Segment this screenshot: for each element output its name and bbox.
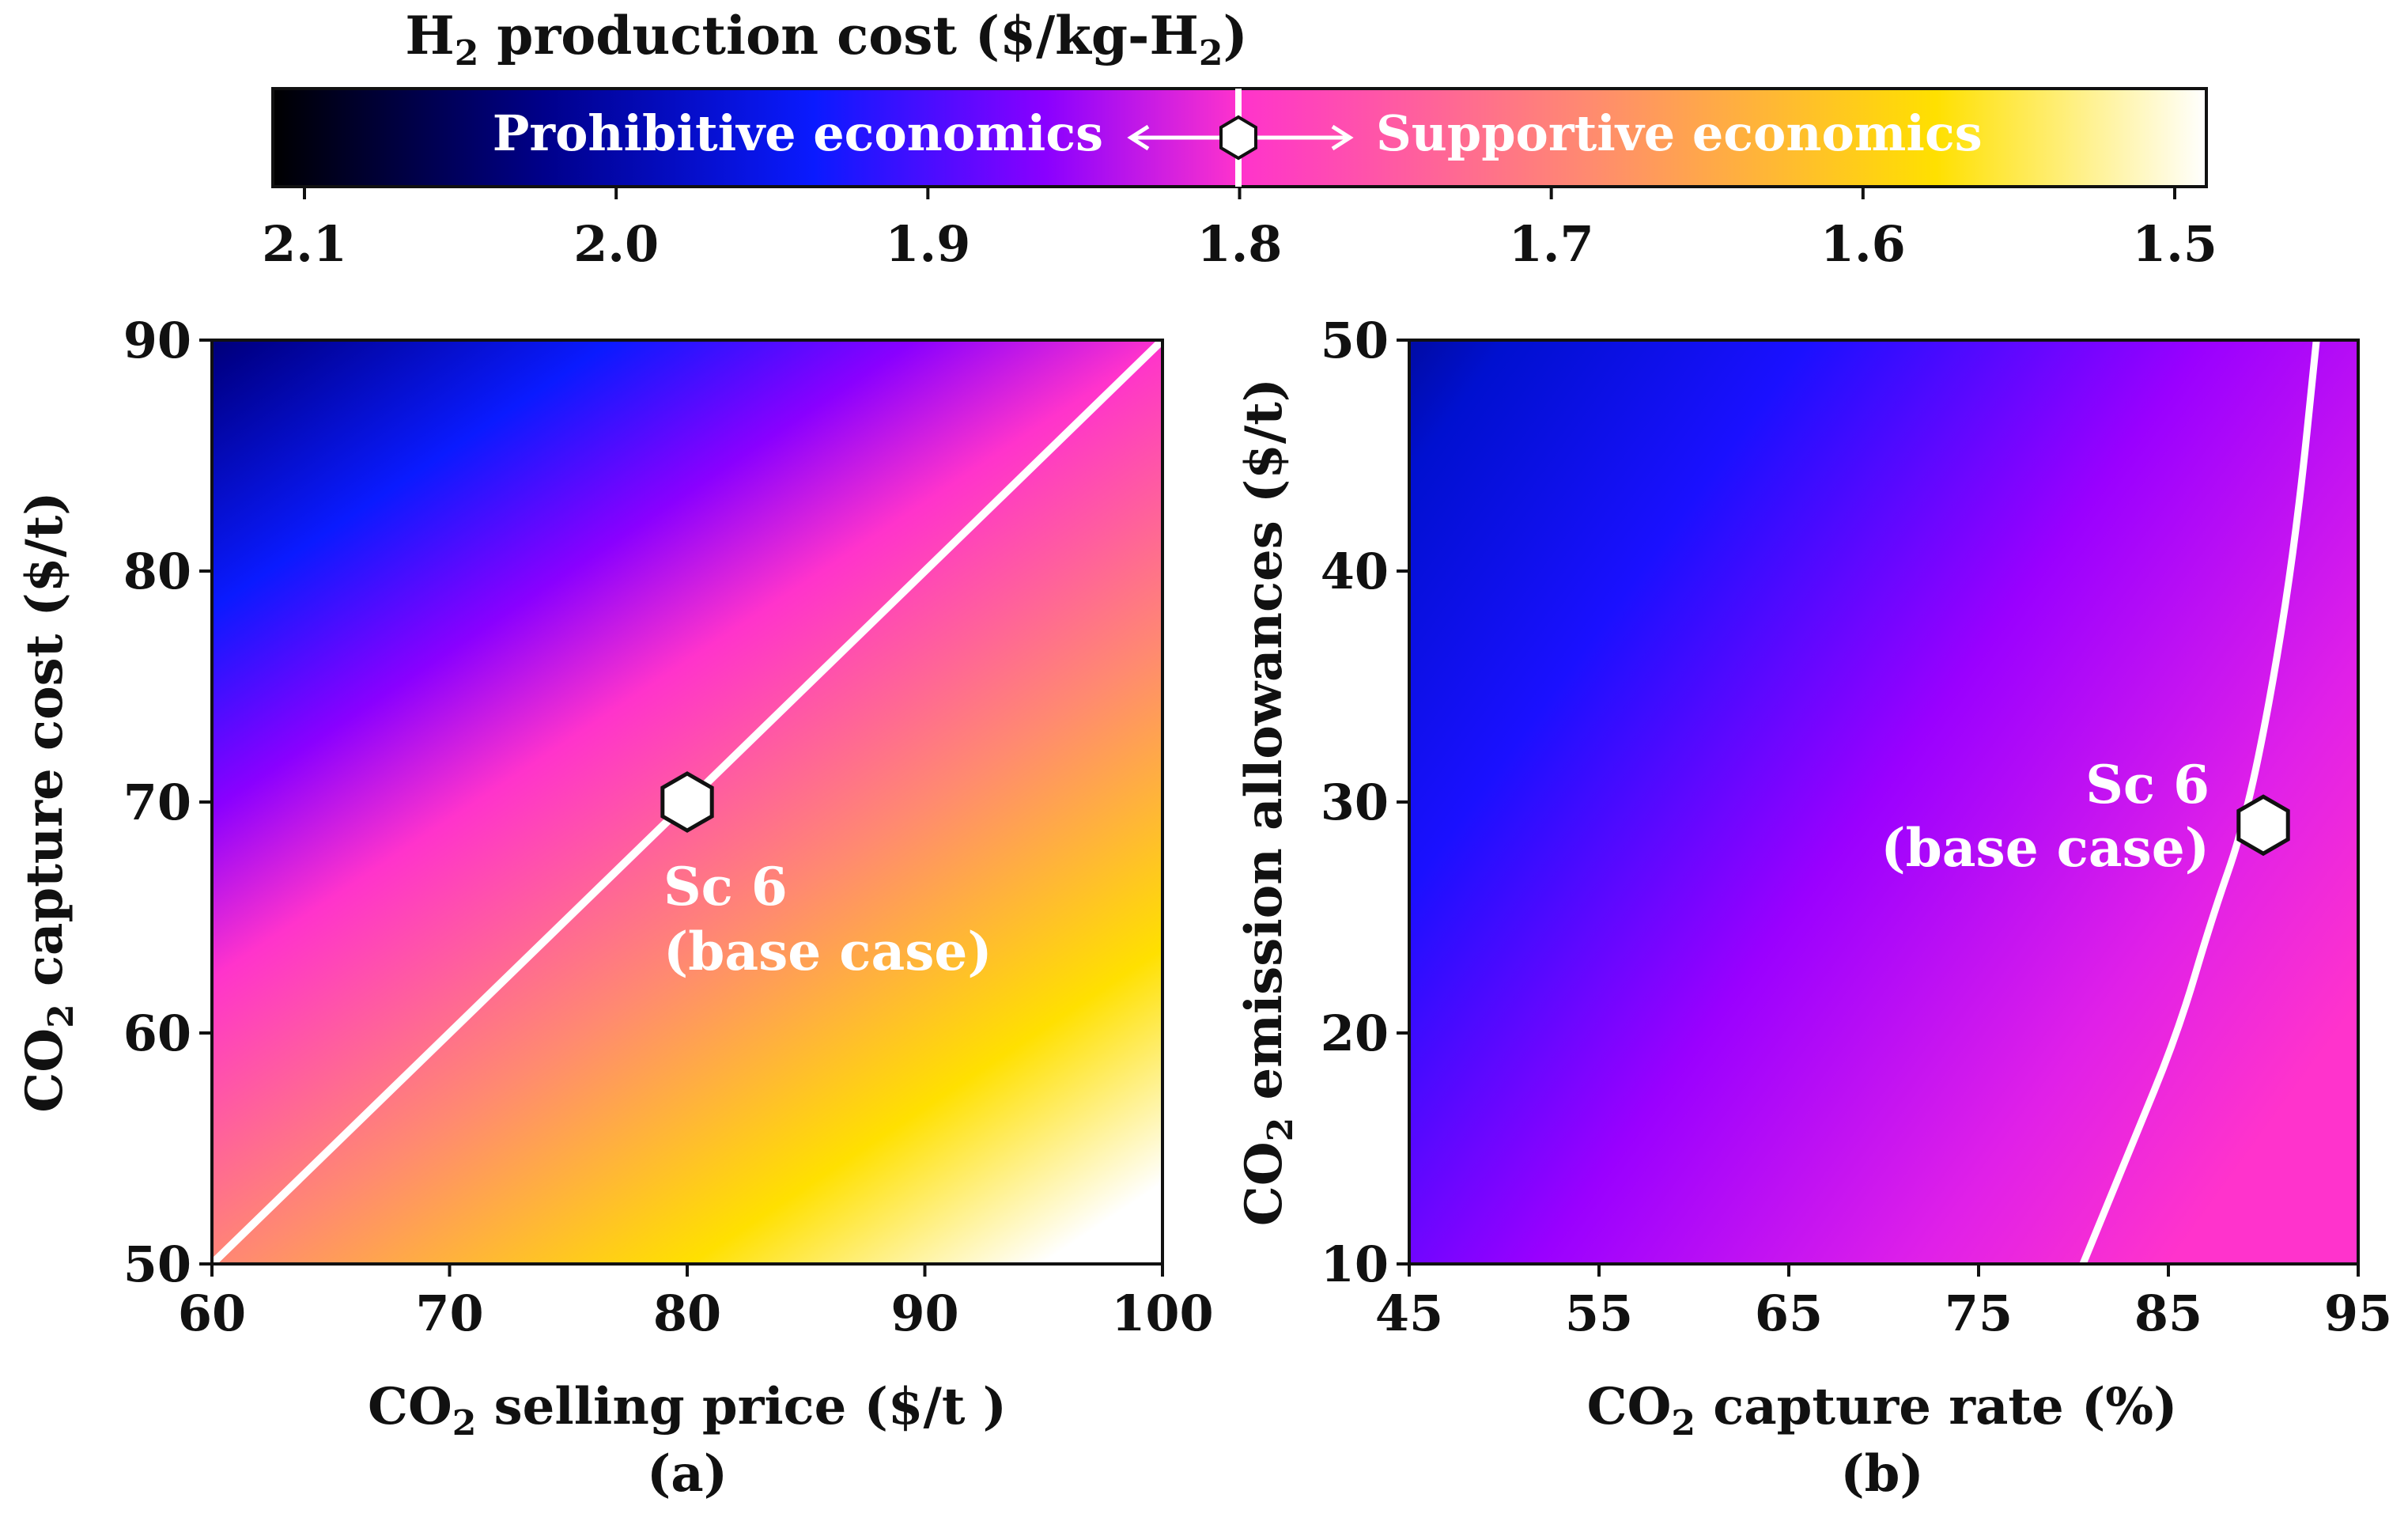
x-tick-label: 75: [1945, 1285, 2013, 1342]
panel-b-marker-sublabel: (base case): [1881, 817, 2210, 879]
y-tick-label: 20: [1321, 1005, 1389, 1062]
colorbar-tick-label: 1.5: [2132, 215, 2217, 273]
panel-b-ylabel: CO2 emission allowances ($/t): [1234, 378, 1301, 1226]
colorbar-tick-label: 1.9: [885, 215, 970, 273]
prohibitive-label: Prohibitive economics: [493, 104, 1103, 162]
colorbar-tick-label: 2.0: [573, 215, 659, 273]
y-tick-label: 50: [123, 1235, 191, 1293]
y-tick-label: 30: [1321, 774, 1389, 831]
panel-a-marker: [660, 771, 714, 833]
panel-b-breakeven-curve: [2079, 339, 2320, 1266]
panel-a-ylabel: CO2 capture cost ($/t): [15, 491, 81, 1112]
x-tick-label: 70: [415, 1285, 483, 1342]
x-tick-label: 65: [1755, 1285, 1823, 1342]
x-tick-label: 95: [2324, 1285, 2392, 1342]
colorbar-arrows: [1127, 124, 1354, 151]
y-tick-label: 50: [1321, 312, 1389, 369]
colorbar-hexagon-icon: [1219, 115, 1257, 161]
x-tick-label: 85: [2134, 1285, 2202, 1342]
x-tick-label: 100: [1111, 1285, 1213, 1342]
colorbar-tick-label: 1.8: [1197, 215, 1283, 273]
y-tick-label: 80: [123, 543, 191, 600]
panel-b-marker: [2236, 794, 2290, 857]
panel-b-xlabel: CO2 capture rate (%): [1587, 1377, 2178, 1443]
y-tick-label: 90: [123, 312, 191, 369]
y-tick-label: 10: [1321, 1235, 1389, 1293]
colorbar-ticks: 2.1 2.0 1.9 1.8 1.7 1.6 1.5: [262, 187, 2217, 273]
panel-a-marker-sublabel: (base case): [663, 921, 992, 982]
breakeven-curve: [2079, 339, 2320, 1266]
panel-a-label: (a): [647, 1444, 728, 1504]
supportive-label: Supportive economics: [1376, 104, 1983, 162]
panel-a-marker-label: Sc 6: [663, 856, 788, 918]
x-tick-label: 80: [653, 1285, 721, 1342]
x-tick-label: 60: [178, 1285, 246, 1342]
x-tick-label: 45: [1375, 1285, 1443, 1342]
panel-b-heatmap: [1409, 340, 2358, 1264]
colorbar-tick-label: 1.7: [1509, 215, 1594, 273]
colorbar-tick-label: 1.6: [1820, 215, 1906, 273]
base-case-hexagon-icon: [660, 771, 714, 833]
y-tick-label: 40: [1321, 543, 1389, 600]
colorbar-tick-label: 2.1: [262, 215, 347, 273]
colorbar-title: H2 production cost ($/kg-H2): [405, 5, 1247, 74]
x-tick-label: 90: [890, 1285, 958, 1342]
x-tick-label: 55: [1565, 1285, 1633, 1342]
base-case-hexagon-icon: [2236, 794, 2290, 857]
y-tick-label: 60: [123, 1005, 191, 1062]
y-tick-label: 70: [123, 774, 191, 831]
panel-b-axes: 45 55 65 75 85 95 10 20 30 40 50: [1321, 312, 2392, 1342]
panel-b-marker-label: Sc 6: [2085, 754, 2210, 815]
panel-a-xlabel: CO2 selling price ($/t ): [368, 1377, 1007, 1443]
panel-b-label: (b): [1840, 1444, 1923, 1504]
